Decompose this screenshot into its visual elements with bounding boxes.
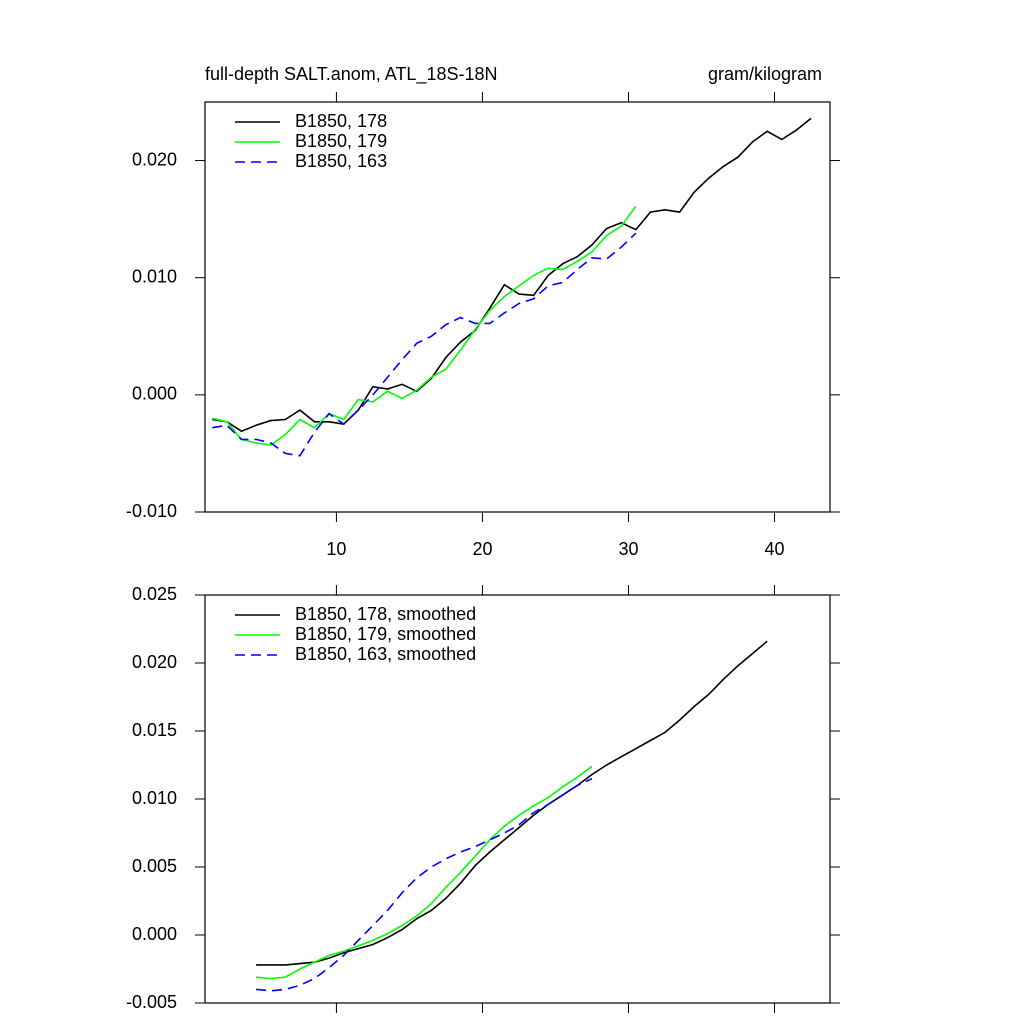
y-tick-label: 0.020 xyxy=(132,149,177,169)
y-tick-label: -0.005 xyxy=(126,992,177,1012)
y-tick-label: 0.000 xyxy=(132,924,177,944)
y-tick-label: 0.000 xyxy=(132,384,177,404)
y-tick-label: 0.010 xyxy=(132,788,177,808)
x-tick-label: 40 xyxy=(764,539,784,559)
legend-label: B1850, 178, smoothed xyxy=(295,604,476,624)
series-line xyxy=(256,640,768,966)
series-line xyxy=(212,205,637,447)
legend-label: B1850, 178 xyxy=(295,111,387,131)
legend-label: B1850, 163 xyxy=(295,151,387,171)
y-tick-label: 0.015 xyxy=(132,720,177,740)
x-tick-label: 10 xyxy=(326,539,346,559)
x-tick-label: 30 xyxy=(618,539,638,559)
legend-label: B1850, 179 xyxy=(295,131,387,151)
series-line xyxy=(256,765,593,980)
series-line xyxy=(212,232,637,457)
x-tick-label: 20 xyxy=(472,539,492,559)
legend-label: B1850, 163, smoothed xyxy=(295,644,476,664)
chart-title: full-depth SALT.anom, ATL_18S-18N xyxy=(205,64,498,85)
plot-frame xyxy=(204,101,831,513)
y-tick-label: -0.010 xyxy=(126,501,177,521)
y-tick-label: 0.025 xyxy=(132,584,177,604)
y-tick-label: 0.010 xyxy=(132,266,177,286)
legend-label: B1850, 179, smoothed xyxy=(295,624,476,644)
y-tick-label: 0.005 xyxy=(132,856,177,876)
series-line xyxy=(256,777,593,992)
y-tick-label: 0.020 xyxy=(132,652,177,672)
series-line xyxy=(212,117,812,433)
units-label: gram/kilogram xyxy=(708,64,822,84)
